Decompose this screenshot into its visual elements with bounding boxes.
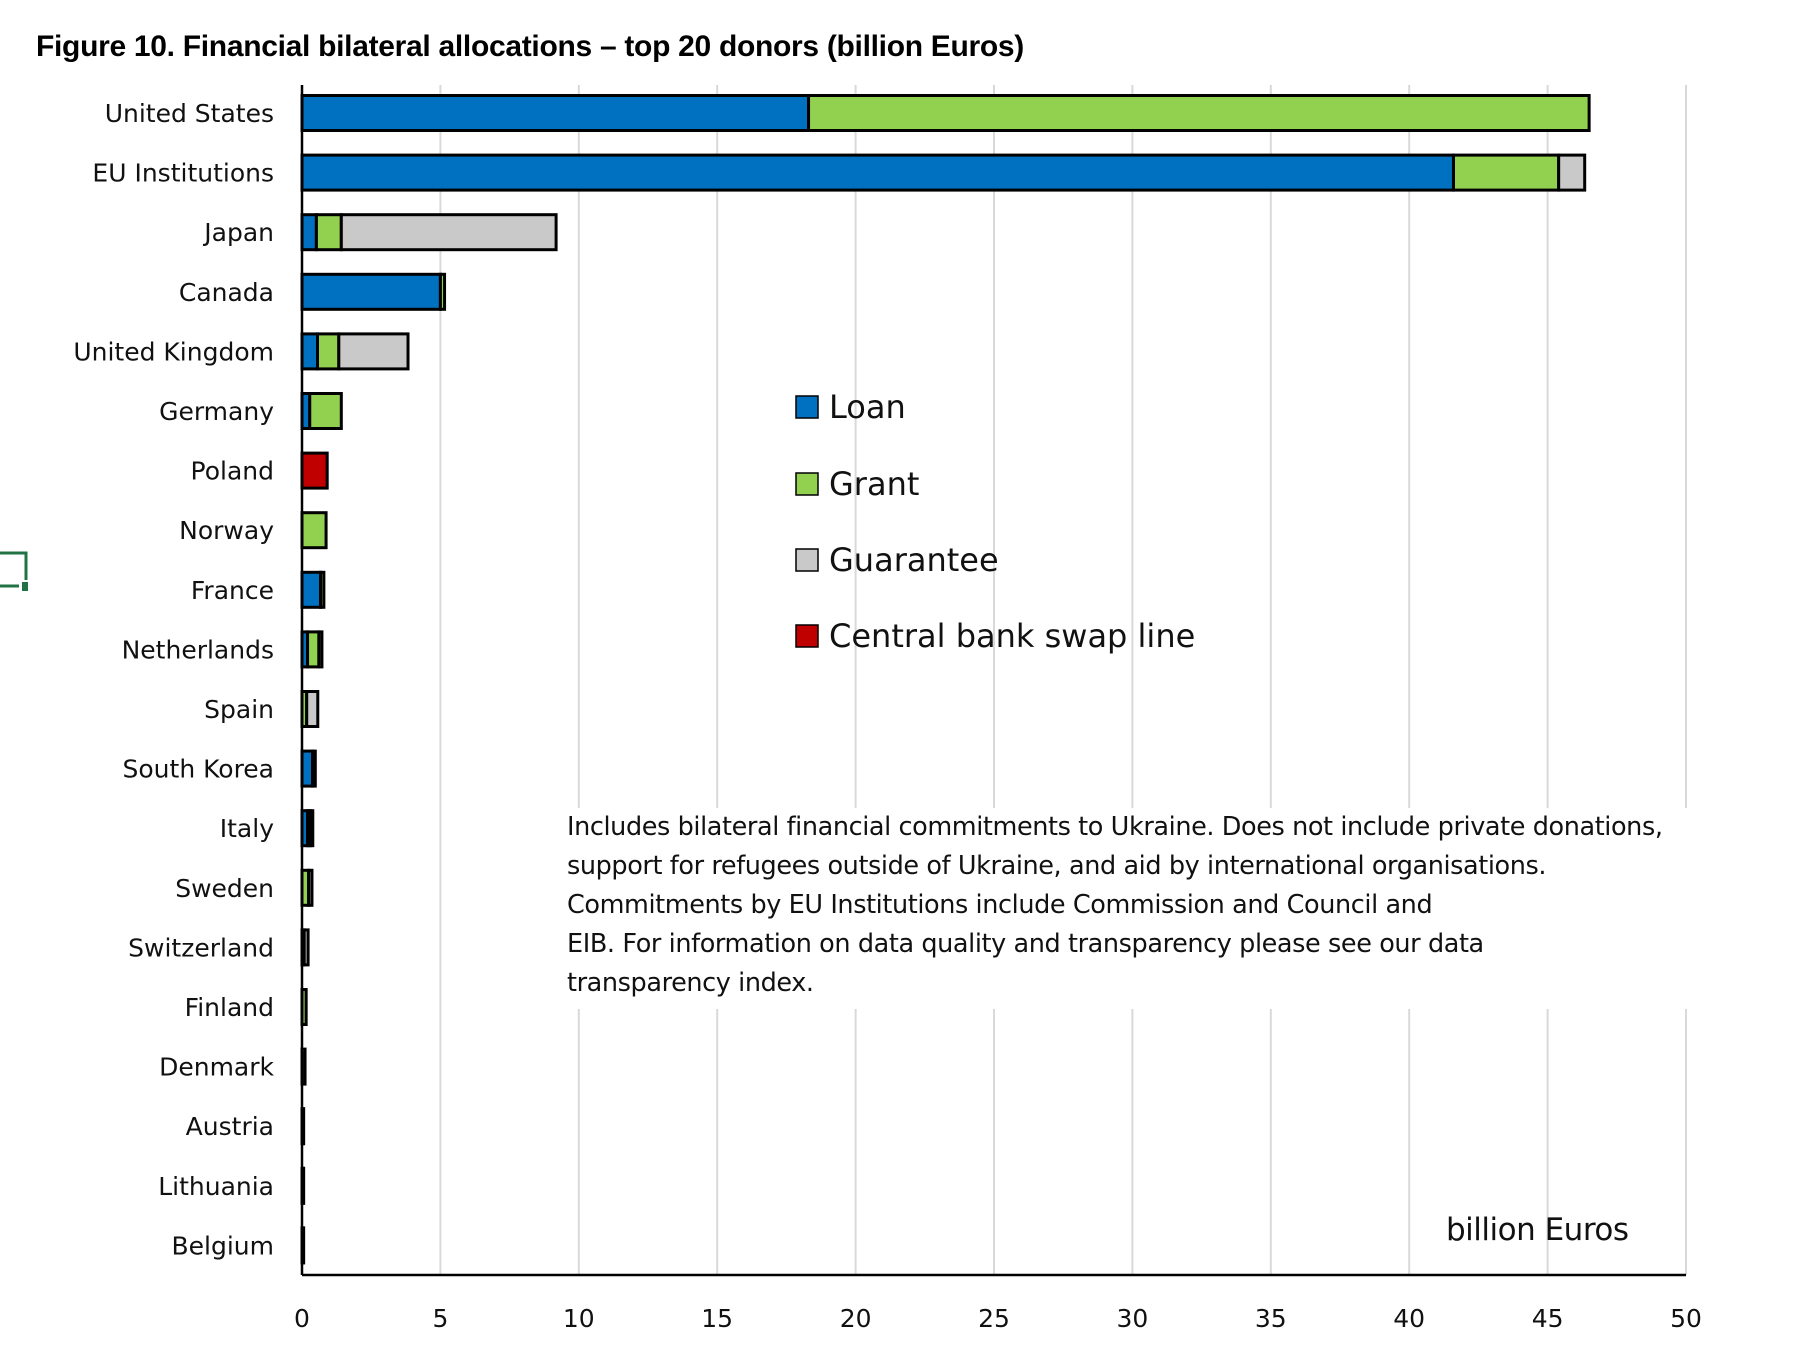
cell-selection-handle-icon[interactable] [0,550,28,592]
category-label: Switzerland [128,933,274,962]
annotation-line: Includes bilateral financial commitments… [567,812,1663,842]
x-tick-label: 10 [563,1304,595,1333]
category-label: Sweden [175,874,274,903]
category-label: Netherlands [122,635,274,664]
x-axis-unit-label: billion Euros [1446,1212,1629,1248]
axes [300,85,1686,1277]
chart-title: Figure 10. Financial bilateral allocatio… [36,30,1024,63]
x-tick-label: 40 [1393,1304,1425,1333]
bar-segment-grant [438,272,447,311]
bar-segment-grant [807,94,1591,132]
x-tick-label: 0 [294,1304,310,1333]
category-label: France [191,576,274,605]
x-tick-labels: 0 5 10 15 20 25 30 35 40 45 50 [294,1304,1702,1333]
legend-swatch [795,624,819,648]
bar-stack [300,332,410,371]
legend: Loan Grant Guarantee Central bank swap line [795,388,1195,655]
bar-stack [300,94,1591,132]
category-label: EU Institutions [92,159,274,188]
bar-stack [300,451,329,490]
bar-segment-loan [300,749,315,788]
category-labels: United States EU Institutions Japan Canada U… [73,99,274,1260]
bar-segment-central-bank-swap-line [300,451,329,490]
annotation-line: support for refugees outside of Ukraine,… [567,851,1547,881]
bar-segment-grant [314,213,343,252]
x-tick-label: 15 [701,1304,733,1333]
legend-swatch [795,395,819,419]
annotation-line: EIB. For information on data quality and… [567,929,1484,959]
bar-segment-guarantee [1557,153,1587,192]
legend-swatch [795,548,819,572]
bar-segment-loan [300,332,320,371]
bar-stack [300,809,315,848]
bar-stack [300,570,326,609]
bar-segment-loan [300,272,442,311]
legend-item: Central bank swap line [795,617,1195,655]
bar-stack [300,630,324,669]
bar-segment-loan [300,570,323,609]
bar-segment-grant [316,332,341,371]
legend-label: Loan [829,388,906,426]
bar-segment-guarantee [317,630,324,669]
x-tick-label: 50 [1670,1304,1702,1333]
bars [300,94,1591,1265]
bar-segment-guarantee [308,809,315,848]
category-label: United States [105,99,274,128]
category-label: Poland [191,457,274,486]
legend-label: Grant [829,465,919,503]
bar-stack [300,690,320,728]
legend-swatch [795,472,819,496]
category-label: Lithuania [158,1172,274,1201]
annotation-line: Commitments by EU Institutions include C… [567,890,1433,920]
bar-segment-guarantee [337,332,410,371]
legend-label: Central bank swap line [829,617,1195,655]
bar-stack [300,749,317,788]
annotation-line: transparency index. [567,968,814,998]
category-label: Finland [185,993,274,1022]
bar-segment-loan [300,94,811,132]
x-tick-label: 25 [978,1304,1010,1333]
x-tick-label: 45 [1532,1304,1564,1333]
bar-segment-loan [300,153,1455,192]
gridlines [439,85,1687,1275]
bar-stack [300,153,1587,192]
bar-segment-guarantee [305,690,320,728]
category-label: Belgium [172,1231,275,1260]
category-label: Germany [159,397,274,426]
category-label: Spain [204,695,274,724]
bar-stack [300,868,314,907]
bar-segment-loan [300,213,318,252]
category-label: Japan [202,218,274,247]
bar-segment-grant [1451,153,1561,192]
x-tick-label: 35 [1255,1304,1287,1333]
bar-stack [300,392,343,430]
bar-stack [300,511,328,550]
bar-segment-guarantee [302,928,310,967]
category-label: Austria [186,1112,274,1141]
bar-segment-grant [311,749,317,788]
bar-segment-grant [300,511,328,550]
bar-segment-grant [319,570,326,609]
x-tick-label: 30 [1116,1304,1148,1333]
bar-segment-guarantee [307,868,314,907]
legend-item: Loan [795,388,906,426]
category-label: Italy [220,814,274,843]
category-label: Denmark [159,1053,274,1082]
category-label: South Korea [123,755,274,784]
category-label: Canada [179,278,274,307]
category-label: United Kingdom [73,337,274,366]
bar-stack [300,272,447,311]
bar-stack [300,213,558,252]
bar-segment-grant [306,630,321,669]
category-label: Norway [179,516,274,545]
x-tick-label: 5 [432,1304,448,1333]
legend-item: Grant [795,465,919,503]
chart-annotation: Includes bilateral financial commitments… [567,808,1741,1009]
legend-label: Guarantee [829,541,999,579]
bar-segment-guarantee [339,213,558,252]
x-tick-label: 20 [840,1304,872,1333]
legend-item: Guarantee [795,541,999,579]
bar-segment-grant [308,392,343,430]
